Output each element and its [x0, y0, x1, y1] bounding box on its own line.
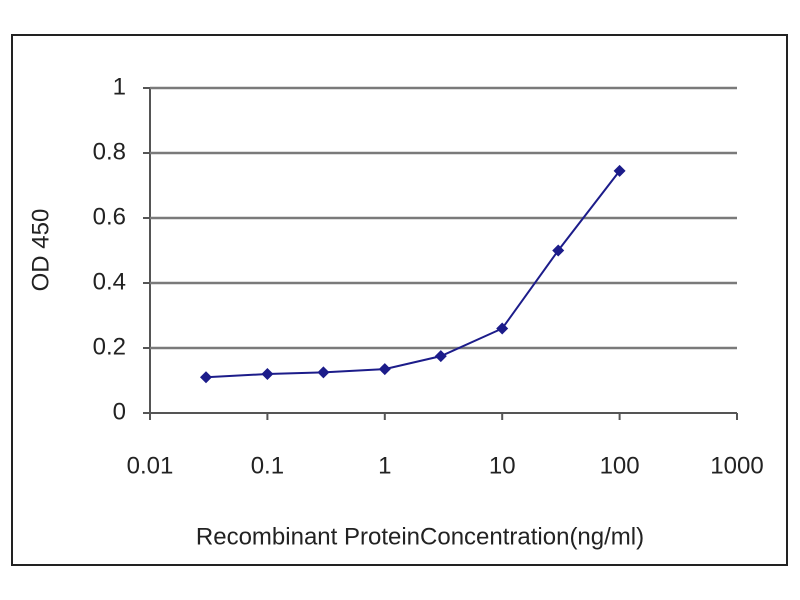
- x-tick-label: 100: [600, 452, 640, 479]
- y-tick-label: 0.6: [93, 203, 126, 230]
- data-point: [261, 368, 274, 380]
- data-point: [613, 164, 626, 177]
- x-tick-label: 10: [489, 452, 516, 479]
- data-point: [378, 363, 391, 376]
- y-tick-label: 0.4: [93, 268, 126, 295]
- x-tick-label: 1000: [710, 452, 763, 479]
- data-line: [205, 170, 621, 379]
- y-tick-label: 0.2: [93, 333, 126, 360]
- data-point: [552, 244, 565, 257]
- x-tick-label: 1: [378, 452, 391, 479]
- x-axis-label: Recombinant ProteinConcentration(ng/ml): [196, 523, 644, 550]
- chart-frame: [11, 34, 788, 566]
- y-tick-label: 1: [113, 73, 126, 100]
- x-tick-label: 0.1: [251, 452, 284, 479]
- data-point: [317, 366, 330, 379]
- y-axis-label: OD 450: [27, 209, 54, 292]
- data-point: [496, 322, 509, 335]
- x-tick-label: 0.01: [127, 452, 174, 479]
- data-point: [434, 350, 447, 363]
- y-tick-label: 0.8: [93, 138, 126, 165]
- y-tick-label: 0: [113, 398, 126, 425]
- data-point: [200, 371, 213, 384]
